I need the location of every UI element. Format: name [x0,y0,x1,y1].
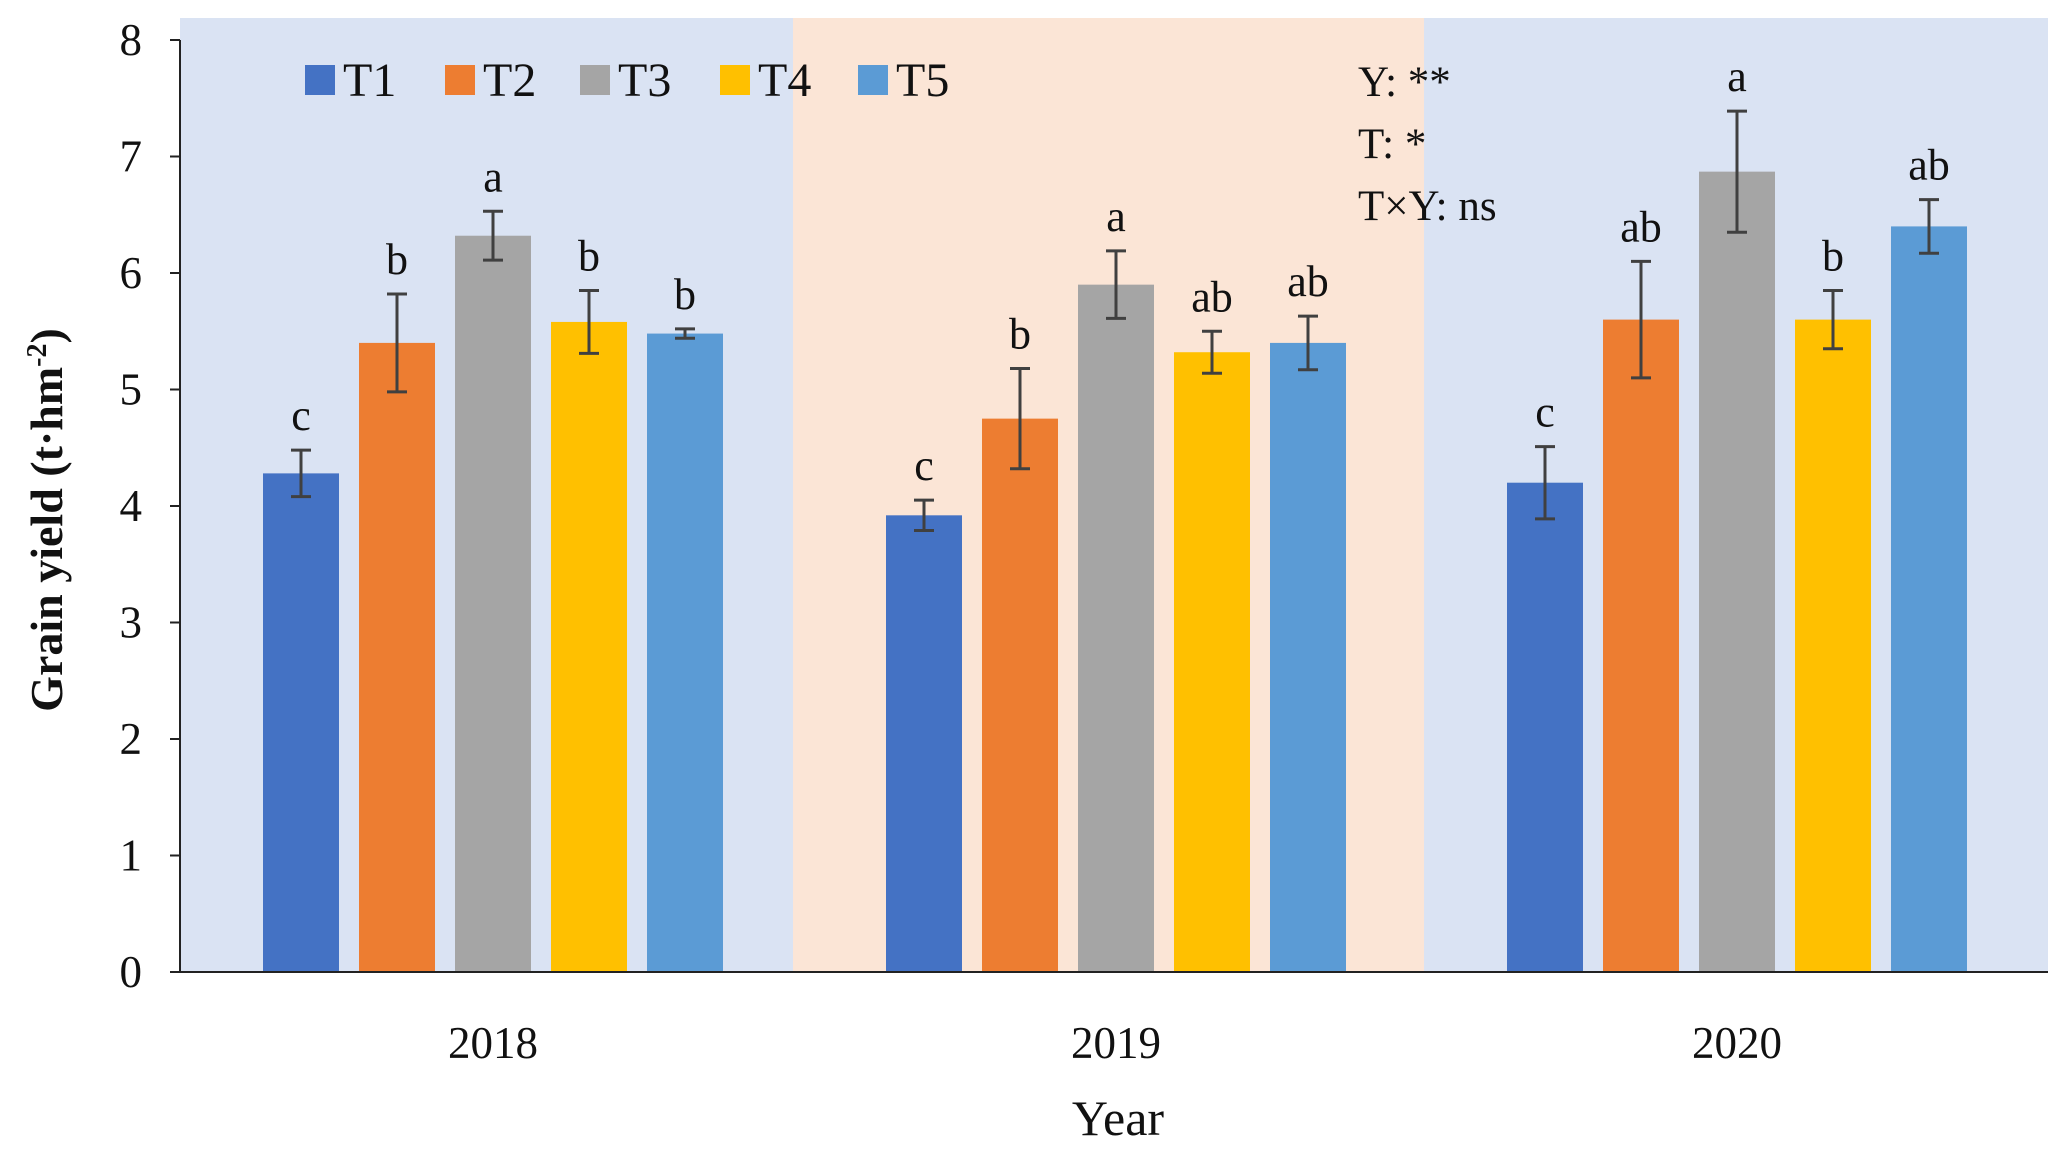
bar-t5-2020 [1891,226,1967,972]
x-tick-label: 2019 [1071,1018,1161,1068]
significance-letter-t3-2020: a [1727,52,1747,101]
y-tick-label: 0 [120,947,143,997]
legend-swatch-t5 [858,65,888,95]
anova-annotation: Y: ** [1358,59,1451,106]
x-tick-label: 2020 [1692,1018,1782,1068]
bar-t5-2019 [1270,342,1346,972]
bar-t1-2018 [263,473,339,972]
bar-t4-2019 [1174,352,1250,973]
anova-annotation: T×Y: ns [1358,183,1497,230]
bar-t3-2018 [455,235,531,973]
significance-letter-t3-2019: a [1106,192,1126,241]
legend-label-t2: T2 [483,54,536,107]
legend-label-t5: T5 [896,54,949,107]
bar-t5-2018 [647,333,723,973]
significance-letter-t1-2018: c [291,391,311,440]
bar-t3-2020 [1699,171,1775,972]
y-axis-label: Grain yield (t·hm-2) [21,328,72,712]
y-tick-label: 8 [120,15,143,65]
significance-letter-t4-2020: b [1822,231,1844,280]
axes [179,40,2048,973]
bar-t2-2019 [982,418,1058,972]
y-tick-label: 7 [120,132,143,182]
significance-letter-t5-2019: ab [1287,257,1329,306]
significance-letter-t5-2018: b [674,270,696,319]
bar-t1-2019 [886,515,962,972]
legend-swatch-t4 [720,65,750,95]
y-tick-label: 2 [120,714,143,764]
x-axis-label: Year [1072,1090,1164,1146]
significance-letter-t5-2020: ab [1908,141,1950,190]
bar-t4-2020 [1795,319,1871,973]
legend-label-t4: T4 [758,54,811,107]
y-tick-label: 3 [120,598,143,648]
y-tick-label: 4 [120,481,143,531]
legend-swatch-t1 [305,65,335,95]
significance-letter-t1-2020: c [1535,388,1555,437]
legend-label-t3: T3 [618,54,671,107]
legend: T1 T2 T3 T4 T5 [305,54,949,107]
legend-swatch-t2 [445,65,475,95]
significance-letter-t2-2020: ab [1620,202,1662,251]
significance-letter-t3-2018: a [483,152,503,201]
anova-annotations: Y: ** T: * T×Y: ns [1358,59,1497,230]
significance-letter-t4-2019: ab [1191,272,1233,321]
bar-series [263,171,1967,973]
significance-letter-t1-2019: c [914,441,934,490]
anova-annotation: T: * [1358,121,1426,168]
significance-letter-t4-2018: b [578,231,600,280]
significance-letter-t2-2018: b [386,235,408,284]
significance-letter-t2-2019: b [1009,310,1031,359]
bar-t4-2018 [551,321,627,972]
x-tick-labels: 2018 2019 2020 [448,1018,1782,1068]
legend-label-t1: T1 [343,54,396,107]
bar-t2-2018 [359,342,435,972]
y-axis-ticks: 0 1 2 3 4 5 6 7 8 [120,15,180,997]
y-tick-label: 6 [120,248,143,298]
bar-t2-2020 [1603,319,1679,973]
bar-t3-2019 [1078,284,1154,972]
legend-swatch-t3 [580,65,610,95]
x-tick-label: 2018 [448,1018,538,1068]
y-tick-label: 1 [120,831,143,881]
error-bars [291,109,1939,532]
bar-t1-2020 [1507,482,1583,972]
y-tick-label: 5 [120,365,143,415]
